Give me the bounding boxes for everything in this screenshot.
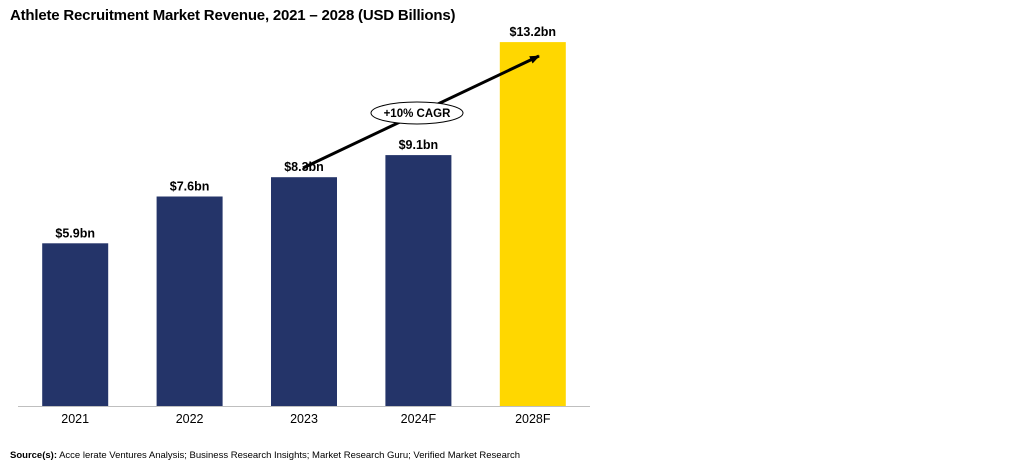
bar-2023 bbox=[271, 177, 337, 406]
tick-label-2022: 2022 bbox=[176, 412, 204, 426]
data-label-2028f: $13.2bn bbox=[510, 25, 557, 39]
data-label-2022: $7.6bn bbox=[170, 180, 210, 194]
chart-title: Athlete Recruitment Market Revenue, 2021… bbox=[10, 7, 456, 24]
source-text: Acce lerate Ventures Analysis; Business … bbox=[56, 450, 521, 461]
cagr-annotation: +10% CAGR bbox=[302, 54, 540, 170]
bars-group bbox=[42, 42, 566, 406]
x-axis-ticks: 2021 2022 2023 2024F 2028F bbox=[61, 412, 551, 426]
bar-2022 bbox=[156, 196, 223, 406]
cagr-ellipse bbox=[370, 101, 464, 125]
source-prefix: Source(s): bbox=[10, 450, 57, 461]
bar-2021 bbox=[42, 243, 109, 406]
bar-2024f bbox=[385, 155, 452, 406]
data-label-2021: $5.9bn bbox=[55, 226, 95, 240]
tick-label-2024f: 2024F bbox=[401, 412, 437, 426]
data-label-2024f: $9.1bn bbox=[399, 138, 439, 152]
source-note: Source(s): Acce lerate Ventures Analysis… bbox=[10, 450, 520, 461]
bar-2028f bbox=[499, 42, 566, 406]
tick-label-2023: 2023 bbox=[290, 412, 318, 426]
tick-label-2028f: 2028F bbox=[515, 412, 551, 426]
cagr-label: +10% CAGR bbox=[384, 108, 451, 120]
tick-label-2021: 2021 bbox=[61, 412, 89, 426]
